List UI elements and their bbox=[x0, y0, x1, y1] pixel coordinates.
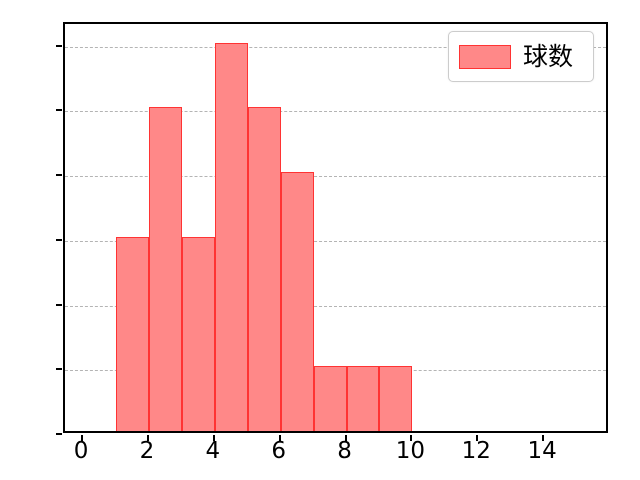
plot-inner bbox=[65, 24, 606, 431]
xtick-mark-4 bbox=[212, 435, 215, 441]
xtick-label-8: 8 bbox=[337, 438, 352, 464]
gridline-y-4 bbox=[65, 176, 606, 178]
xtick-mark-0 bbox=[81, 435, 84, 441]
bar-1 bbox=[116, 236, 149, 431]
bar-6 bbox=[280, 172, 314, 431]
xtick-mark-12 bbox=[476, 435, 479, 441]
ytick-mark-6 bbox=[56, 44, 62, 47]
bar-7 bbox=[313, 366, 347, 431]
legend[interactable]: 球数 bbox=[448, 31, 594, 82]
xtick-label-12: 12 bbox=[461, 438, 491, 464]
legend-label: 球数 bbox=[522, 42, 573, 71]
xtick-mark-8 bbox=[344, 435, 347, 441]
gridline-y-2 bbox=[65, 305, 606, 307]
bar-4 bbox=[214, 42, 248, 431]
ytick-mark-2 bbox=[56, 303, 62, 306]
ytick-mark-1 bbox=[56, 368, 62, 371]
ytick-mark-5 bbox=[56, 109, 62, 112]
xtick-mark-6 bbox=[278, 435, 281, 441]
xtick-mark-14 bbox=[542, 435, 545, 441]
bar-2 bbox=[148, 107, 182, 431]
xtick-label-6: 6 bbox=[271, 438, 286, 464]
xtick-label-10: 10 bbox=[395, 438, 426, 464]
bar-8 bbox=[346, 366, 380, 431]
ytick-mark-4 bbox=[56, 174, 62, 177]
xtick-mark-2 bbox=[146, 435, 149, 441]
gridline-y-6 bbox=[65, 46, 606, 48]
gridline-y-5 bbox=[65, 111, 606, 113]
xtick-mark-10 bbox=[410, 435, 413, 441]
legend-swatch-icon bbox=[459, 44, 511, 69]
bar-3 bbox=[181, 236, 215, 431]
xtick-label-0: 0 bbox=[73, 438, 89, 464]
bar-9 bbox=[379, 366, 413, 431]
ytick-mark-0 bbox=[56, 433, 62, 435]
plot-area bbox=[63, 22, 608, 433]
ytick-mark-3 bbox=[56, 238, 62, 241]
xtick-label-4: 4 bbox=[205, 438, 221, 464]
gridline-y-3 bbox=[65, 240, 606, 242]
xtick-label-14: 14 bbox=[527, 438, 557, 464]
bar-5 bbox=[247, 107, 281, 431]
xtick-label-2: 2 bbox=[139, 438, 155, 464]
